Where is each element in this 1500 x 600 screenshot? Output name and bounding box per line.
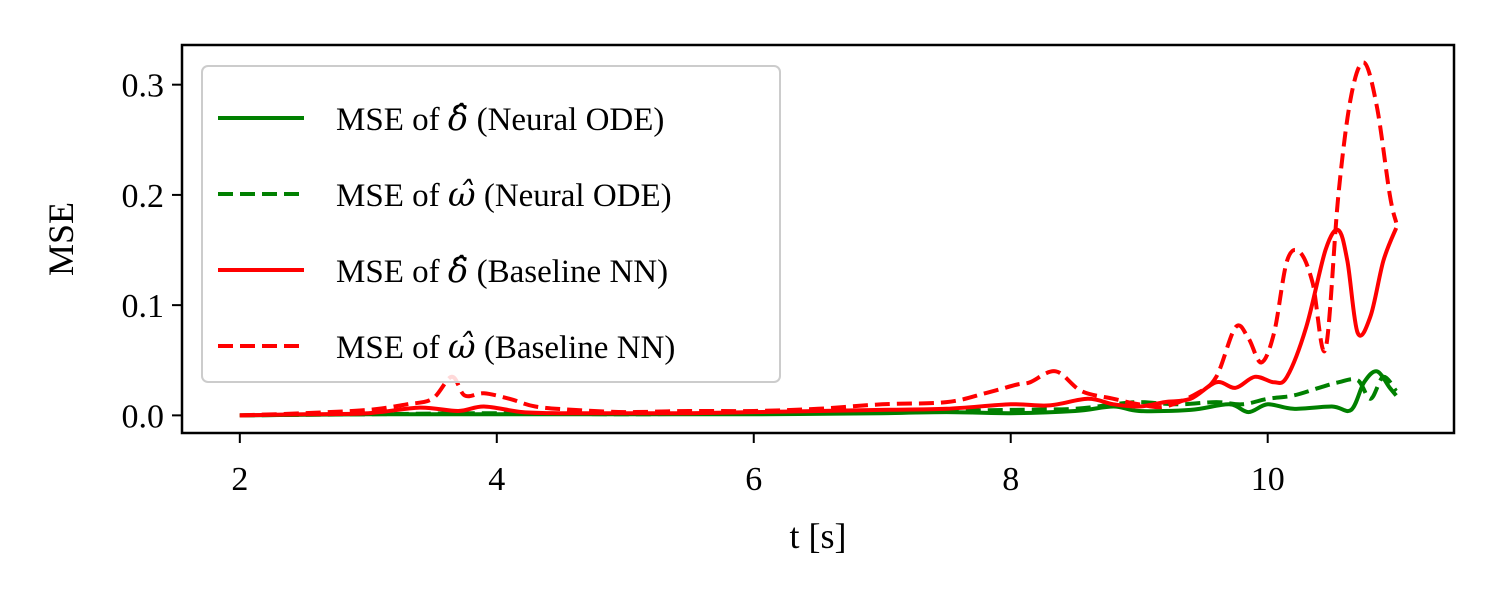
y-tick-label: 0.1 [122, 288, 165, 325]
plot-frame [180, 43, 1456, 435]
y-tick-label: 0.3 [122, 68, 165, 105]
x-tick-label: 2 [231, 461, 248, 498]
series-line-3 [239, 227, 1399, 418]
legend-label-prefix: MSE of [336, 178, 448, 214]
legend: MSE of δ̂ (Neural ODE)MSE of ω̂ (Neural … [201, 65, 781, 383]
series-line-4 [239, 60, 1399, 418]
y-axis-ticks: 0.0 0.1 0.2 0.3 [122, 68, 182, 435]
legend-item: MSE of ω̂ (Baseline NN) [218, 327, 675, 367]
legend-label-suffix: (Baseline NN) [476, 330, 676, 366]
x-tick-label: 6 [745, 461, 762, 498]
legend-label: MSE of δ̂ (Neural ODE) [336, 99, 664, 139]
legend-label-prefix: MSE of [336, 254, 448, 290]
legend-label: MSE of δ̂ (Baseline NN) [336, 251, 668, 291]
legend-label-prefix: MSE of [336, 330, 448, 366]
legend-box [201, 65, 781, 383]
legend-item: MSE of ω̂ (Neural ODE) [218, 175, 672, 215]
legend-label-symbol: δ̂ [448, 251, 468, 291]
y-axis-label: MSE [41, 202, 81, 276]
legend-label-symbol: δ̂ [448, 99, 468, 139]
legend-label-suffix: (Baseline NN) [468, 254, 668, 290]
y-tick-label: 0.0 [122, 398, 165, 435]
x-axis-label: t [s] [790, 516, 847, 556]
legend-label: MSE of ω̂ (Baseline NN) [336, 327, 675, 367]
series-layer [239, 60, 1399, 418]
x-tick-label: 8 [1002, 461, 1019, 498]
x-tick-label: 4 [488, 461, 505, 498]
x-axis-ticks: 2 4 6 8 10 [231, 433, 1285, 498]
legend-label-prefix: MSE of [336, 102, 448, 138]
legend-label-suffix: (Neural ODE) [476, 178, 672, 214]
legend-item: MSE of δ̂ (Neural ODE) [218, 99, 664, 139]
y-tick-label: 0.2 [122, 178, 165, 215]
legend-label-suffix: (Neural ODE) [468, 102, 664, 138]
legend-label-symbol: ω̂ [448, 175, 476, 215]
legend-label: MSE of ω̂ (Neural ODE) [336, 175, 672, 215]
x-tick-label: 10 [1251, 461, 1285, 498]
legend-label-symbol: ω̂ [448, 327, 476, 367]
legend-item: MSE of δ̂ (Baseline NN) [218, 251, 668, 291]
